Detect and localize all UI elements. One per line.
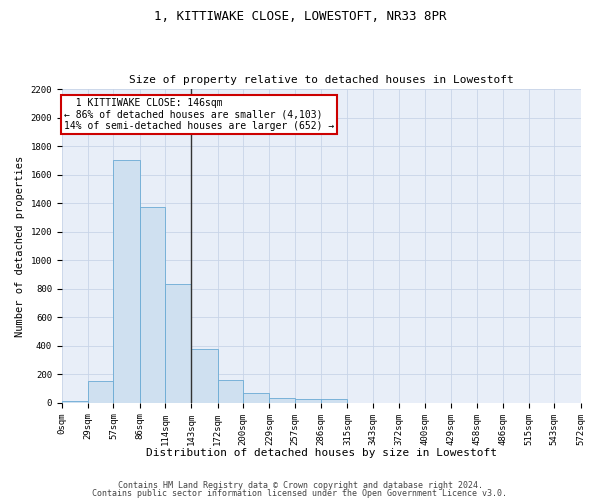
Bar: [62, 402, 88, 403]
Bar: [113, 160, 140, 403]
Bar: [295, 399, 321, 403]
Text: Contains public sector information licensed under the Open Government Licence v3: Contains public sector information licen…: [92, 488, 508, 498]
Bar: [218, 380, 243, 403]
Bar: [165, 284, 191, 403]
Bar: [88, 382, 113, 403]
Text: 1 KITTIWAKE CLOSE: 146sqm  
← 86% of detached houses are smaller (4,103)
14% of : 1 KITTIWAKE CLOSE: 146sqm ← 86% of detac…: [64, 98, 334, 131]
Bar: [140, 206, 165, 403]
Y-axis label: Number of detached properties: Number of detached properties: [15, 156, 25, 336]
Text: 1, KITTIWAKE CLOSE, LOWESTOFT, NR33 8PR: 1, KITTIWAKE CLOSE, LOWESTOFT, NR33 8PR: [154, 10, 446, 23]
Bar: [191, 348, 218, 403]
Title: Size of property relative to detached houses in Lowestoft: Size of property relative to detached ho…: [129, 76, 514, 86]
Bar: [321, 399, 347, 403]
Bar: [243, 394, 269, 403]
Bar: [269, 398, 295, 403]
X-axis label: Distribution of detached houses by size in Lowestoft: Distribution of detached houses by size …: [146, 448, 497, 458]
Text: Contains HM Land Registry data © Crown copyright and database right 2024.: Contains HM Land Registry data © Crown c…: [118, 481, 482, 490]
